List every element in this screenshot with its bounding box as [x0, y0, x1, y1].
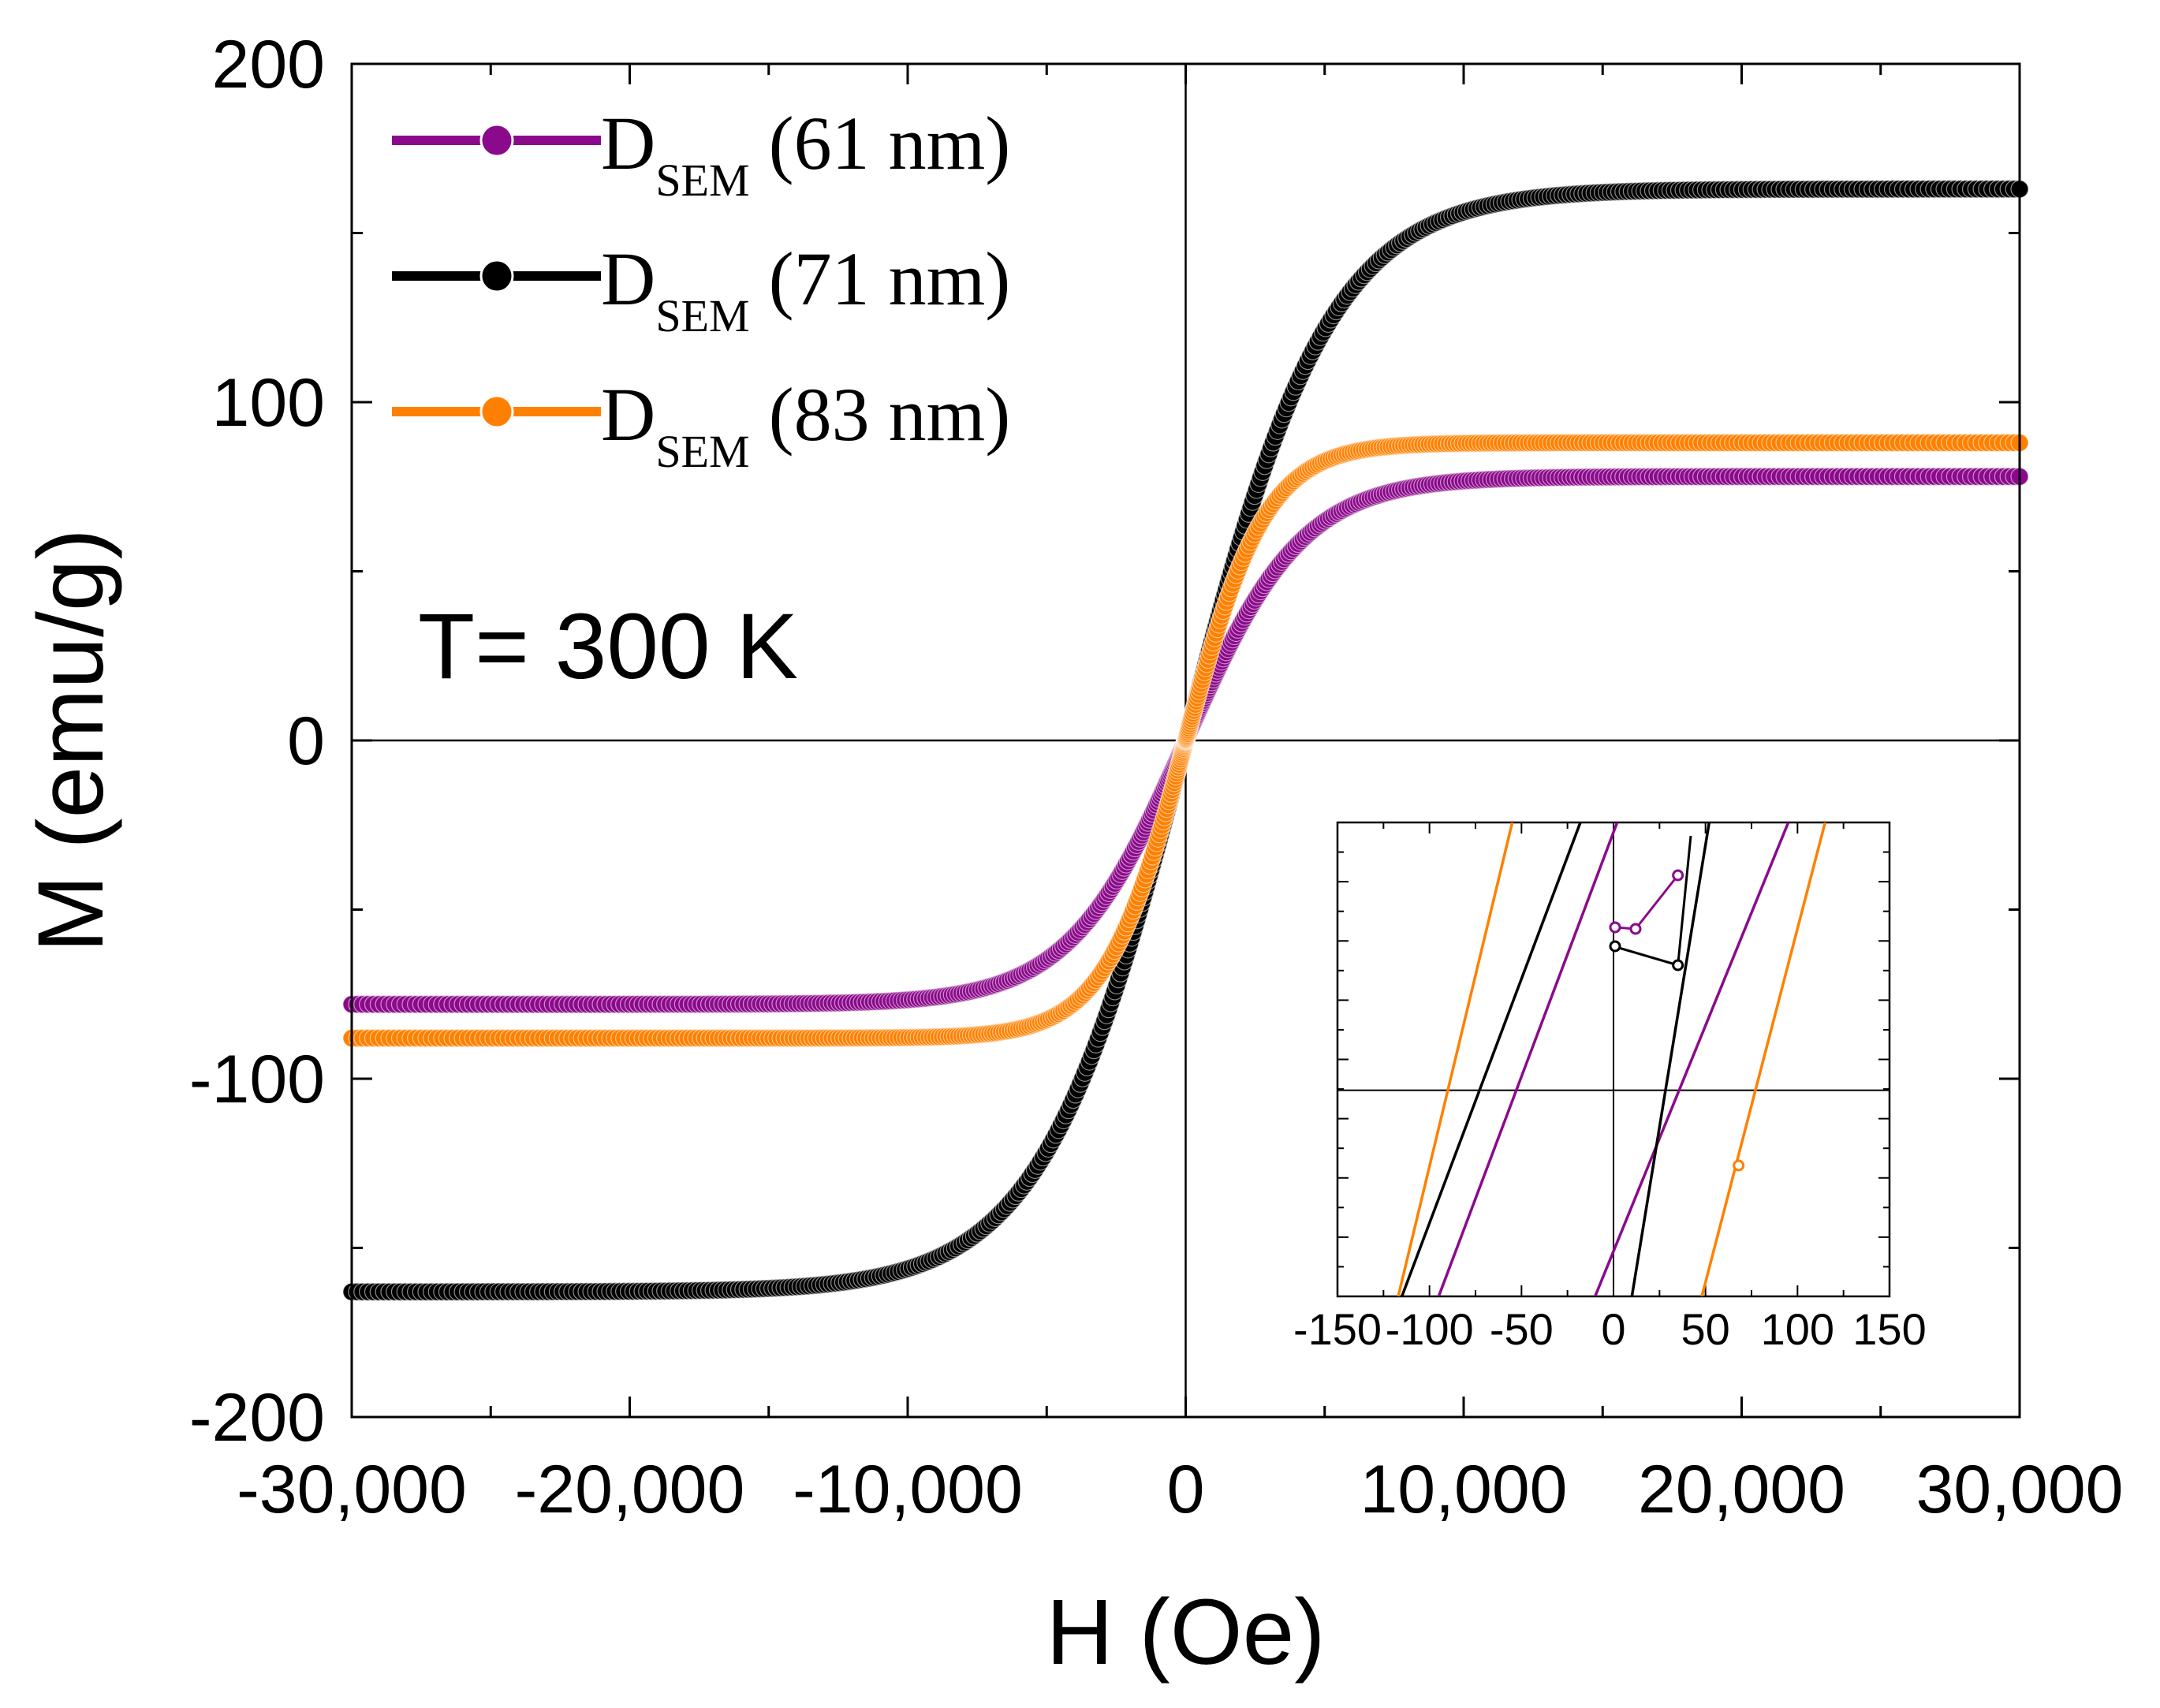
x-axis-label: H (Oe): [1046, 1580, 1326, 1684]
legend-label-subscript: SEM: [655, 290, 749, 341]
inset-x-tick-label: 100: [1761, 1304, 1834, 1354]
y-axis-label: M (emu/g): [19, 528, 123, 953]
inset-x-tick-label: -100: [1386, 1304, 1474, 1354]
x-tick-label: 30,000: [1916, 1452, 2123, 1527]
inset-marker: [1609, 940, 1621, 953]
inset-branch-line: [1437, 822, 1619, 1296]
legend-label-suffix: (61 nm): [750, 101, 1011, 185]
x-tick-label: 20,000: [1638, 1452, 1845, 1527]
inset-branch-line: [1594, 822, 1790, 1296]
y-tick-label: 200: [212, 27, 326, 103]
inset-plot: -150 -100 -50 0 50 100 150: [1293, 821, 1927, 1354]
legend-label-main: D: [601, 372, 655, 457]
legend-label-suffix: (83 nm): [750, 372, 1011, 457]
axis-ticks: [350, 62, 2021, 1419]
series-0: [342, 467, 2029, 1014]
inset-x-tick-label: 150: [1852, 1304, 1926, 1354]
y-tick-label: 0: [287, 703, 325, 779]
inset-branches: [1397, 822, 1827, 1296]
legend-swatch-marker: [479, 259, 514, 293]
inset-marker: [1733, 1159, 1745, 1172]
inset-marker: [1672, 869, 1684, 882]
x-tick-label: -10,000: [793, 1452, 1023, 1527]
legend-label: DSEM (83 nm): [601, 372, 1010, 477]
legend-item-2: DSEM (83 nm): [392, 372, 1010, 477]
legend: DSEM (61 nm)DSEM (71 nm)DSEM (83 nm): [392, 101, 1010, 477]
inset-marker: [1629, 923, 1642, 935]
series-group: [342, 180, 2029, 1301]
y-tick-label: 100: [212, 365, 326, 441]
legend-item-0: DSEM (61 nm): [392, 101, 1010, 206]
legend-swatch-marker: [479, 394, 514, 429]
legend-label-suffix: (71 nm): [750, 237, 1011, 321]
inset-branch-line: [1397, 822, 1514, 1296]
legend-label-subscript: SEM: [655, 426, 749, 477]
x-tick-label: -30,000: [237, 1452, 467, 1527]
temperature-annotation: T= 300 K: [418, 595, 798, 699]
inset-marker: [1609, 921, 1621, 934]
x-tick-label: 10,000: [1360, 1452, 1567, 1527]
x-tick-label: 0: [1167, 1452, 1205, 1527]
inset-branch-line: [1700, 822, 1827, 1296]
legend-label-main: D: [601, 101, 655, 185]
legend-label: DSEM (71 nm): [601, 237, 1010, 341]
inset-x-tick-label: -150: [1293, 1304, 1382, 1354]
x-tick-label: -20,000: [515, 1452, 745, 1527]
legend-item-1: DSEM (71 nm): [392, 237, 1010, 341]
inset-branch-line: [1630, 822, 1711, 1296]
tick-labels: -30,000 -20,000 -10,000 0 10,000 20,000 30,000…: [189, 27, 2124, 1527]
inset-marker: [1672, 959, 1684, 971]
series-2: [342, 433, 2029, 1048]
inset-x-tick-label: 50: [1681, 1304, 1730, 1354]
legend-label-main: D: [601, 237, 655, 321]
legend-label-subscript: SEM: [655, 155, 749, 206]
legend-swatch-marker: [479, 123, 514, 158]
legend-label: DSEM (61 nm): [601, 101, 1010, 206]
y-tick-label: -200: [189, 1380, 325, 1456]
inset-x-tick-label: 0: [1601, 1304, 1625, 1354]
y-tick-label: -100: [189, 1042, 325, 1117]
inset-x-tick-label: -50: [1490, 1304, 1554, 1354]
inset-branch-line: [1401, 822, 1582, 1296]
